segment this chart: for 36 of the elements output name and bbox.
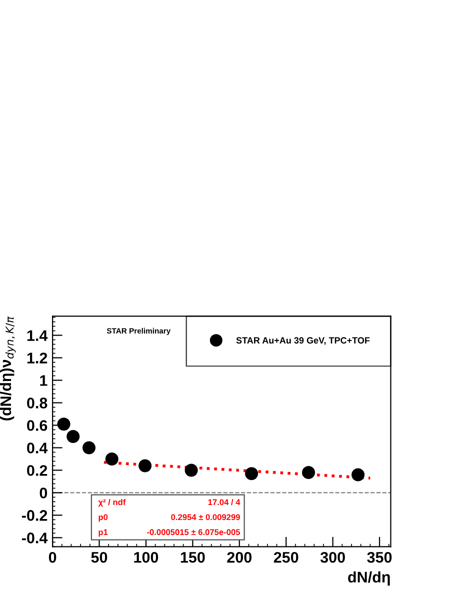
point [138,459,152,472]
point [66,430,80,443]
y-tick-label: 1 [40,375,48,386]
x-tick-label: 200 [227,552,252,563]
annotation: 17.04 / 4 [208,499,240,506]
x-tick-label: 250 [274,552,298,563]
annotation: p0 [98,514,108,522]
annotation: 0.2954 ± 0.009299 [171,514,240,520]
legend-label: STAR Au+Au 39 GeV, TPC+TOF [236,337,370,345]
point [245,467,258,480]
point [82,441,96,454]
y-tick-label: 0.6 [27,420,48,431]
x-tick-label: 150 [180,552,205,563]
y-tick-label: 1.4 [27,330,48,341]
point [184,464,198,477]
y-tick-label: 0.4 [27,442,48,454]
annotation: -0.0005015 ± 6.075e-005 [147,529,240,536]
y-tick-label: -0.2 [22,510,48,521]
y-tick-label: 0.8 [27,398,48,408]
point [302,466,316,479]
y-axis-title: (dN/dη)ν$_{dyn,K/π}$ [0,316,16,420]
y-tick-label: 0 [40,488,48,498]
annotation: χ² / ndf [98,499,126,507]
x-axis-title: dN/dη [348,571,390,586]
y-tick-label: 0.2 [27,465,48,476]
x-tick-label: 350 [367,552,392,563]
y-tick-label: -0.4 [22,532,48,544]
x-tick-label: 50 [91,552,108,563]
x-tick-label: 100 [134,552,158,563]
point [105,452,118,466]
x-tick-label: 0 [48,552,56,563]
y-tick-label: 1.2 [27,352,48,364]
point [57,418,70,431]
point [352,468,365,482]
x-tick-label: 300 [320,552,345,563]
annotation: p1 [98,529,108,537]
